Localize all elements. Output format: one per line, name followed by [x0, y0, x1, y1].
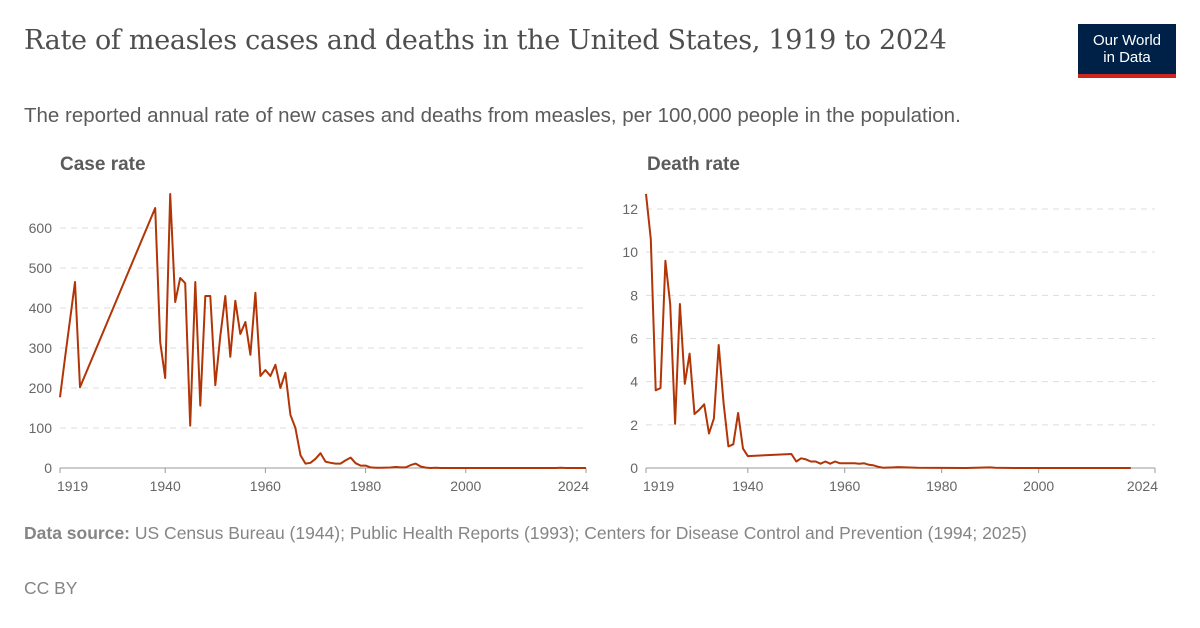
case-y-tick-label: 500	[29, 260, 53, 276]
death-x-tick-label: 1940	[732, 478, 763, 494]
death-y-tick-label: 4	[630, 374, 638, 390]
data-source-text: US Census Bureau (1944); Public Health R…	[130, 523, 1027, 543]
death-y-tick-label: 10	[622, 244, 638, 260]
death-x-tick-label: 1960	[829, 478, 860, 494]
death-y-tick-label: 8	[630, 287, 638, 303]
case-y-tick-label: 400	[29, 300, 53, 316]
logo-line-1: Our World	[1092, 32, 1162, 49]
death-rate-title: Death rate	[647, 154, 740, 175]
case-x-tick-label: 2000	[450, 478, 481, 494]
case-rate-title: Case rate	[60, 154, 146, 175]
death-y-tick-label: 12	[622, 201, 638, 217]
case-x-tick-label: 1940	[150, 478, 181, 494]
death-x-tick-label: 1919	[643, 478, 674, 494]
case-y-tick-label: 200	[29, 380, 53, 396]
case-x-tick-label: 1960	[250, 478, 281, 494]
death-x-tick-label: 2024	[1127, 478, 1158, 494]
chart-title: Rate of measles cases and deaths in the …	[24, 25, 947, 56]
death-x-tick-label: 1980	[926, 478, 957, 494]
data-source: Data source: US Census Bureau (1944); Pu…	[24, 520, 1164, 546]
case-rate-chart: 0 100 200 300 400 500 600 1919 1940 1960 1980 2000 2…	[29, 193, 589, 494]
death-rate-chart: 0 2 4 6 8 10 12 1919 1940 1960 1980 2000 2024	[622, 193, 1158, 494]
case-y-tick-label: 0	[44, 460, 52, 476]
death-y-tick-label: 6	[630, 331, 638, 347]
logo-line-2: in Data	[1103, 49, 1151, 66]
case-series-line[interactable]	[59, 193, 586, 469]
death-series-line[interactable]	[645, 193, 1131, 469]
case-y-tick-label: 600	[29, 220, 53, 236]
chart-subtitle: The reported annual rate of new cases an…	[24, 104, 961, 127]
death-y-tick-label: 0	[630, 460, 638, 476]
case-x-tick-label: 1980	[350, 478, 381, 494]
case-x-tick-label: 2024	[558, 478, 589, 494]
death-x-tick-label: 2000	[1023, 478, 1054, 494]
data-source-label: Data source:	[24, 523, 131, 543]
case-y-tick-label: 300	[29, 340, 53, 356]
owid-logo[interactable]: Our World in Data	[1078, 24, 1176, 78]
case-x-tick-label: 1919	[57, 478, 88, 494]
death-y-tick-label: 2	[630, 417, 638, 433]
license[interactable]: CC BY	[24, 578, 78, 598]
case-y-tick-label: 100	[29, 420, 53, 436]
